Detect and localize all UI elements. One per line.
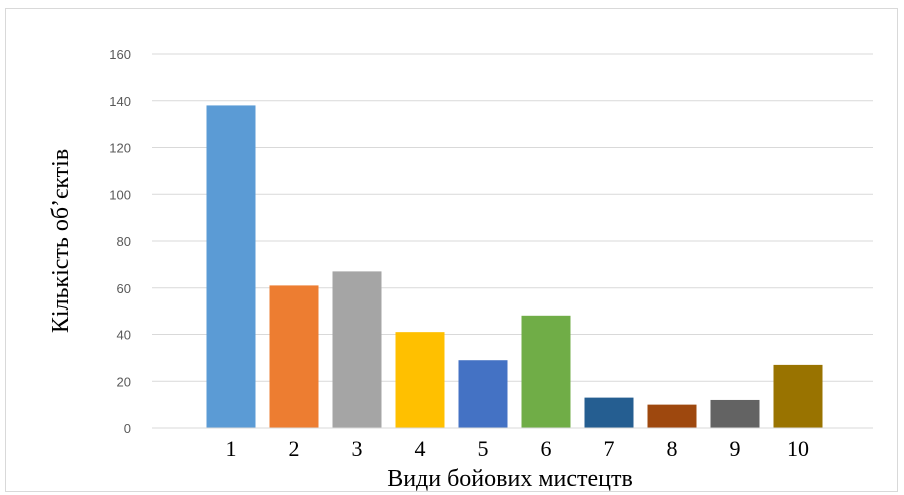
bar-4 (395, 332, 445, 428)
x-tick-label: 3 (352, 436, 363, 461)
x-tick-label: 6 (541, 436, 552, 461)
bar-7 (584, 397, 634, 428)
x-axis-title: Види бойових мистецтв (387, 466, 633, 492)
x-tick-label: 4 (415, 436, 426, 461)
y-tick-label: 20 (117, 374, 131, 389)
y-tick-label: 160 (109, 47, 131, 62)
bar-8 (647, 404, 697, 428)
y-tick-label: 40 (117, 328, 131, 343)
y-tick-label: 100 (109, 187, 131, 202)
y-axis-title: Кількість об’єктів (48, 149, 74, 333)
x-tick-label: 5 (478, 436, 489, 461)
x-tick-label: 10 (787, 436, 809, 461)
x-tick-label: 9 (730, 436, 741, 461)
x-tick-label: 1 (226, 436, 237, 461)
x-tick-label: 7 (604, 436, 615, 461)
bar-6 (521, 315, 571, 428)
x-tick-label: 8 (667, 436, 678, 461)
y-tick-label: 140 (109, 94, 131, 109)
bars (206, 105, 823, 429)
y-tick-label: 0 (124, 421, 131, 436)
y-tick-label: 80 (117, 234, 131, 249)
y-tick-label: 60 (117, 281, 131, 296)
y-tick-label: 120 (109, 141, 131, 156)
bar-1 (206, 105, 256, 429)
bar-3 (332, 271, 382, 428)
y-axis-ticks: 0 20 40 60 80 100 120 140 160 (109, 47, 131, 436)
bar-9 (710, 399, 760, 428)
x-axis-ticks: 1 2 3 4 5 6 7 8 9 10 (226, 436, 810, 461)
bar-10 (773, 364, 823, 428)
bar-2 (269, 285, 319, 428)
x-tick-label: 2 (289, 436, 300, 461)
gridlines (152, 53, 873, 382)
bar-5 (458, 360, 508, 428)
